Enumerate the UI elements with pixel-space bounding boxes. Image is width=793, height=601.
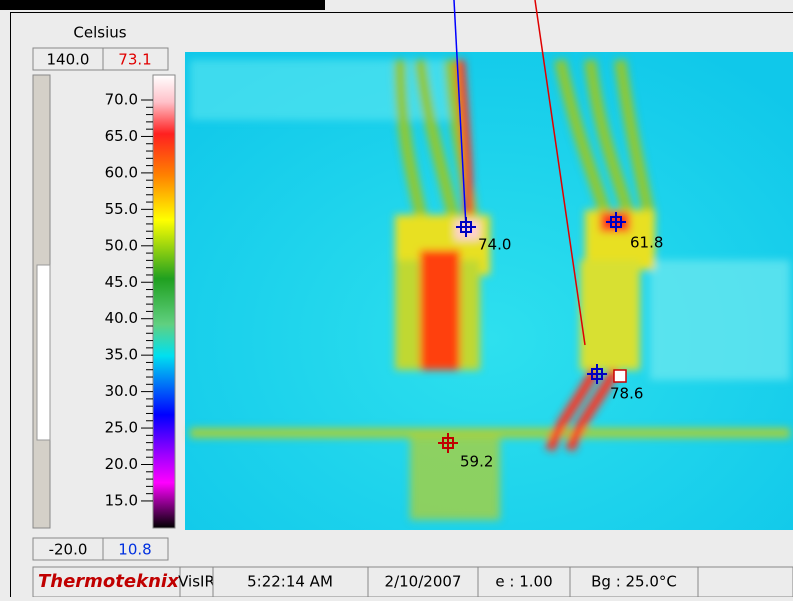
min-value: -20.0	[49, 541, 88, 559]
scale-tick-label: 50.0	[105, 236, 138, 254]
scale-tick-label: 45.0	[105, 273, 138, 291]
scale-tick-label: 25.0	[105, 419, 138, 437]
scale-tick-label: 40.0	[105, 309, 138, 327]
scale-tick-label: 70.0	[105, 91, 138, 109]
color-bar	[153, 75, 175, 528]
status-bar: Thermoteknix VisIR 5:22:14 AM 2/10/2007 …	[33, 567, 793, 597]
marker-label: 59.2	[460, 453, 493, 471]
current-min-value: 10.8	[118, 541, 151, 559]
scale-tick-label: 20.0	[105, 455, 138, 473]
emissivity: e : 1.00	[495, 573, 552, 591]
scale-tick-label: 30.0	[105, 382, 138, 400]
marker-label: 78.6	[610, 385, 643, 403]
mode: VisIR	[178, 573, 215, 591]
scale-tick-label: 60.0	[105, 163, 138, 181]
brand: Thermoteknix	[38, 571, 180, 592]
status-cell	[698, 567, 793, 597]
scale-tick-label: 55.0	[105, 200, 138, 218]
current-max-value: 73.1	[118, 51, 151, 69]
time: 5:22:14 AM	[247, 573, 333, 591]
background-temp: Bg : 25.0°C	[591, 573, 677, 591]
scale-tick-label: 65.0	[105, 127, 138, 145]
scale-tick-label: 15.0	[105, 491, 138, 509]
thermal-image: 74.0 61.8 78.6 59.2	[185, 0, 793, 530]
marker-label: 61.8	[630, 234, 663, 252]
scale-tick-label: 35.0	[105, 346, 138, 364]
marker-label: 74.0	[478, 236, 511, 254]
date: 2/10/2007	[385, 573, 462, 591]
slider-thumb[interactable]	[37, 265, 50, 440]
max-value: 140.0	[47, 51, 90, 69]
unit-label: Celsius	[73, 24, 126, 42]
title-bar	[0, 0, 325, 10]
